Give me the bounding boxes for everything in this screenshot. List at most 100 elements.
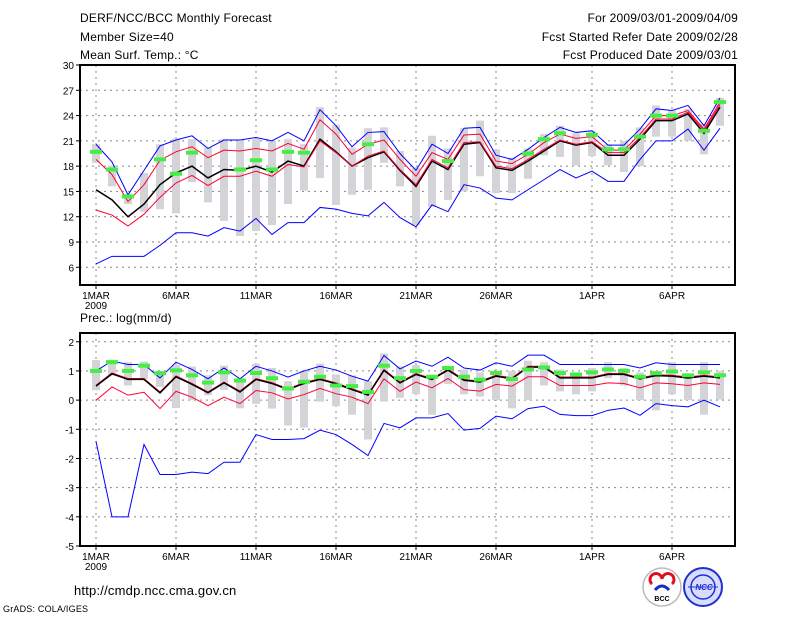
- observation-mark: [618, 147, 630, 152]
- observation-mark: [298, 379, 310, 384]
- y-tick-label: 6: [68, 263, 74, 274]
- member-size: Member Size=40: [80, 30, 174, 44]
- y-tick-label: 2: [68, 338, 74, 349]
- observation-mark: [538, 365, 550, 370]
- range-bar: [572, 133, 580, 166]
- y-tick-label: 24: [63, 112, 75, 123]
- observation-mark: [106, 360, 118, 365]
- range-bar: [476, 372, 484, 397]
- observation-mark: [170, 171, 182, 176]
- observation-mark: [426, 374, 438, 379]
- observation-mark: [154, 157, 166, 162]
- observation-mark: [346, 384, 358, 389]
- x-tick-label: 1APR: [579, 552, 605, 563]
- y-tick-label: 9: [68, 238, 74, 249]
- range-bar: [460, 128, 468, 192]
- range-bar: [332, 124, 340, 205]
- range-bar: [300, 370, 308, 428]
- observation-mark: [634, 134, 646, 139]
- series-line-mean-minus-sd: [95, 104, 721, 227]
- range-bar: [268, 140, 276, 226]
- range-bar: [716, 97, 724, 126]
- range-bar: [412, 365, 420, 395]
- produced-date: Fcst Produced Date 2009/03/01: [562, 48, 738, 62]
- observation-mark: [714, 373, 726, 378]
- range-bar: [268, 368, 276, 409]
- observation-mark: [458, 374, 470, 379]
- observation-mark: [554, 370, 566, 375]
- observation-mark: [282, 149, 294, 154]
- x-tick-label: 21MAR: [399, 552, 432, 563]
- range-bar: [332, 374, 340, 406]
- plot-frame: [79, 64, 736, 286]
- observation-mark: [282, 386, 294, 391]
- range-bar: [204, 147, 212, 203]
- y-tick-label: 15: [63, 187, 75, 198]
- series-line-mean-plus-sd: [95, 101, 721, 203]
- x-tick-label: 11MAR: [240, 291, 273, 302]
- range-bar: [636, 372, 644, 401]
- y-tick-label: -3: [65, 484, 74, 495]
- y-tick-label: -4: [65, 513, 74, 524]
- observation-mark: [314, 374, 326, 379]
- series-line-mean-minus-sd: [95, 376, 721, 410]
- range-bar: [316, 107, 324, 178]
- x-tick-year-label: 2009: [85, 562, 108, 573]
- forecast-period: For 2009/03/01-2009/04/09: [587, 11, 738, 25]
- x-tick-label: 16MAR: [319, 291, 352, 302]
- observation-mark: [602, 367, 614, 372]
- observation-mark: [634, 374, 646, 379]
- range-bar: [540, 362, 548, 386]
- observation-mark: [522, 367, 534, 372]
- range-bar: [556, 369, 564, 392]
- panel-title-precipitation: Prec.: log(mm/d): [80, 311, 172, 325]
- x-tick-label: 11MAR: [240, 552, 273, 563]
- x-tick-label: 26MAR: [479, 291, 512, 302]
- range-bar: [252, 139, 260, 232]
- range-bar: [140, 172, 148, 212]
- range-bar: [284, 139, 292, 205]
- observation-mark: [538, 137, 550, 142]
- observation-mark: [362, 142, 374, 147]
- x-tick-label: 6APR: [659, 291, 685, 302]
- grads-credit: GrADS: COLA/IGES: [3, 604, 89, 614]
- observation-mark: [666, 369, 678, 374]
- x-tick-label: 26MAR: [479, 552, 512, 563]
- range-bar: [508, 157, 516, 194]
- observation-mark: [554, 131, 566, 136]
- range-bar: [700, 124, 708, 155]
- observation-mark: [90, 368, 102, 373]
- y-tick-label: 27: [63, 86, 75, 97]
- observation-mark: [186, 373, 198, 378]
- observation-mark: [618, 368, 630, 373]
- observation-mark: [202, 380, 214, 385]
- range-bar: [684, 108, 692, 141]
- y-tick-label: -1: [65, 425, 74, 436]
- observation-mark: [266, 167, 278, 172]
- observation-mark: [378, 363, 390, 368]
- range-bar: [668, 362, 676, 395]
- range-bar: [220, 139, 228, 221]
- observation-mark: [698, 370, 710, 375]
- observation-mark: [714, 100, 726, 105]
- observation-mark: [650, 371, 662, 376]
- range-bar: [428, 376, 436, 415]
- source-url[interactable]: http://cmdp.ncc.cma.gov.cn: [74, 583, 237, 598]
- range-bar: [172, 138, 180, 214]
- observation-mark: [138, 363, 150, 368]
- observation-mark: [90, 149, 102, 154]
- y-tick-label: 0: [68, 396, 74, 407]
- range-bar: [460, 369, 468, 395]
- observation-mark: [522, 151, 534, 156]
- range-bar: [444, 368, 452, 385]
- range-bar: [156, 144, 164, 210]
- range-bar: [716, 370, 724, 400]
- range-bar: [236, 140, 244, 237]
- observation-mark: [666, 113, 678, 118]
- observation-mark: [474, 377, 486, 382]
- range-bar: [284, 381, 292, 426]
- observation-mark: [266, 376, 278, 381]
- observation-mark: [234, 378, 246, 383]
- observation-mark: [410, 368, 422, 373]
- series-line-mean: [95, 366, 721, 397]
